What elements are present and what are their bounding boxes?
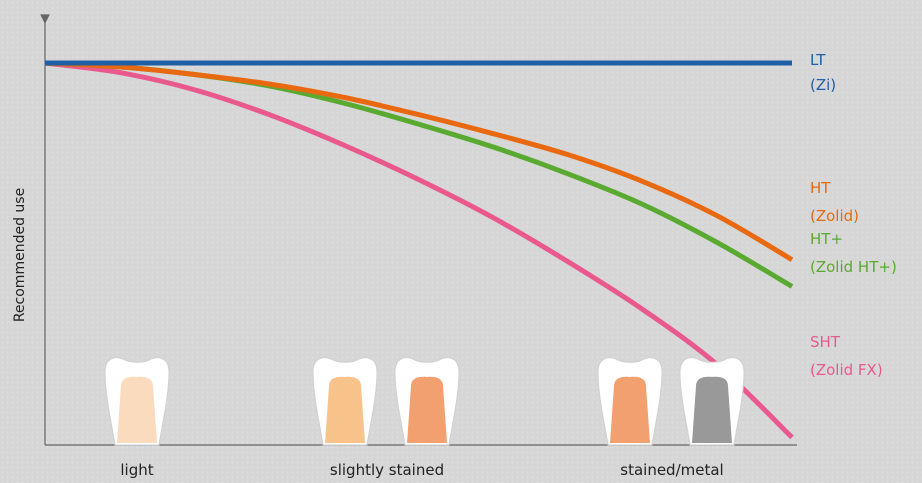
legend-label-lt: LT <box>810 51 826 69</box>
tooth-icon <box>679 357 745 446</box>
tooth-icon <box>597 357 663 446</box>
y-axis-label: Recommended use <box>12 188 28 322</box>
tooth-icon <box>104 357 170 446</box>
legend-sublabel-lt: (Zi) <box>810 76 836 94</box>
tooth-icon <box>312 357 378 446</box>
series-line-sht <box>44 60 794 440</box>
tooth-core <box>407 376 447 443</box>
x-category-label: slightly stained <box>330 461 444 479</box>
tooth-core <box>692 376 732 443</box>
series-line-ht <box>44 60 794 262</box>
x-category-label: light <box>120 461 153 479</box>
legend-sublabel-sht: (Zolid FX) <box>810 361 883 379</box>
tooth-core <box>325 376 365 443</box>
legend-label-ht: HT <box>810 179 831 197</box>
series-line-htplus <box>44 60 794 289</box>
tooth-core <box>610 376 650 443</box>
x-category-label: stained/metal <box>620 461 723 479</box>
legend-sublabel-ht: (Zolid) <box>810 207 859 225</box>
tooth-core <box>117 376 157 443</box>
legend-sublabel-htplus: (Zolid HT+) <box>810 258 897 276</box>
tooth-icon <box>394 357 460 446</box>
legend-label-sht: SHT <box>810 333 841 351</box>
legend-label-htplus: HT+ <box>810 230 843 248</box>
